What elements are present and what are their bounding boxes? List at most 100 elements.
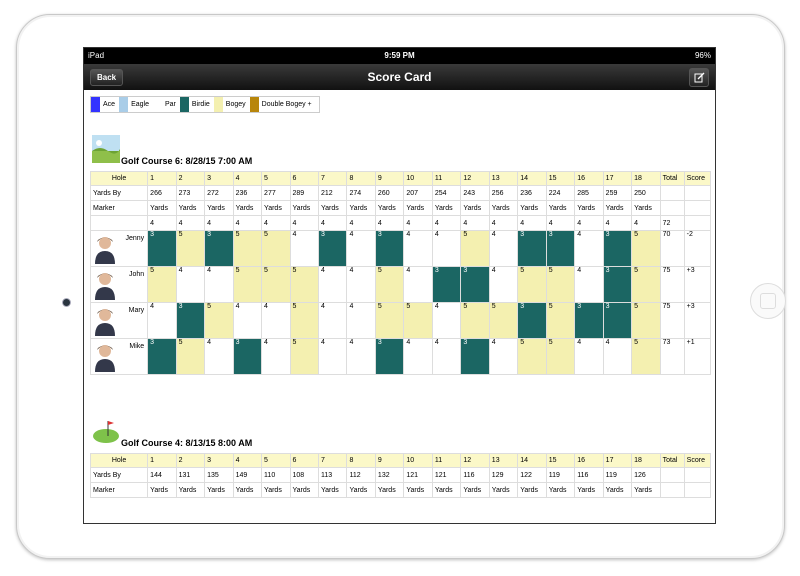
header-row: Hole 1 2 3 4 5 6 7 8 9 10 11 12 13 14 15 16 17 18 Total Scor…	[89, 171, 712, 186]
yardage-value: 266	[147, 185, 177, 201]
player-row[interactable]: Jenny 3 5 3 5 5 4 3 4 3 4 4 5 4 3 3 4 3 5 70 -2	[89, 230, 712, 267]
column-header: 3	[204, 453, 234, 468]
yards-unit-label: Yards	[403, 200, 433, 216]
column-header: 9	[374, 453, 405, 468]
yards-unit-label: Yards	[517, 200, 547, 216]
par-value: 4	[517, 215, 547, 231]
column-header: 1	[147, 453, 177, 468]
empty-cell	[659, 467, 685, 483]
hole-score: 5	[289, 266, 319, 303]
hole-score: 3	[147, 338, 177, 375]
yardage-value: 272	[204, 185, 234, 201]
yards-unit-label: Yards	[545, 482, 576, 498]
yardage-value: 126	[631, 467, 661, 483]
hole-score: 5	[175, 230, 206, 267]
column-header: 6	[289, 171, 319, 186]
hole-score: 4	[574, 266, 604, 303]
yardage-value: 260	[374, 185, 405, 201]
par-value: 4	[147, 215, 177, 231]
yards-unit-label: Yards	[374, 482, 405, 498]
hole-score: 5	[374, 302, 405, 339]
player-row[interactable]: John 5 4 4 5 5 5 4 4 5 4 3 3 4 5 5 4 3 5 75 +3	[89, 266, 712, 303]
yards-unit-label: Yards	[602, 482, 633, 498]
hole-score: 5	[631, 266, 661, 303]
column-header: 5	[261, 453, 291, 468]
hole-score: 4	[602, 338, 633, 375]
hole-score: 5	[517, 338, 547, 375]
column-header: 6	[289, 453, 319, 468]
hole-score: 3	[517, 230, 547, 267]
yards-unit-label: Yards	[204, 200, 234, 216]
scorecard-table: Hole 1 2 3 4 5 6 7 8 9 10 11 12 13 14 15 16 17 18 Total Scor…	[89, 453, 712, 498]
yardage-value: 116	[574, 467, 604, 483]
empty-cell	[683, 185, 712, 201]
par-value: 4	[317, 215, 348, 231]
player-row[interactable]: Mary 4 3 5 4 4 5 4 4 5 5 4 5 5 3 5 3 3 5 75 +3	[89, 302, 712, 339]
yardage-value: 119	[602, 467, 633, 483]
par-value: 4	[175, 215, 206, 231]
player-row[interactable]: Mike 3 5 4 3 4 5 4 4 3 4 4 3 4 5 5 4 4 5 73 +1	[89, 338, 712, 375]
header-row: Hole 1 2 3 4 5 6 7 8 9 10 11 12 13 14 15 16 17 18 Total Scor…	[89, 453, 712, 468]
carrier-label: iPad	[88, 51, 105, 60]
hole-score: 4	[403, 266, 433, 303]
yardage-value: 113	[317, 467, 348, 483]
legend-label: Ace	[103, 101, 116, 108]
legend-swatch	[119, 97, 129, 112]
column-header: Total	[659, 171, 685, 186]
par-value: 4	[602, 215, 633, 231]
yardage-value: 256	[488, 185, 519, 201]
hole-score: 4	[403, 230, 433, 267]
hole-score: 3	[317, 230, 348, 267]
yardage-value: 121	[431, 467, 462, 483]
hole-score: 4	[431, 302, 462, 339]
yardage-value: 250	[631, 185, 661, 201]
column-header: 10	[403, 453, 433, 468]
column-header: 11	[431, 171, 462, 186]
status-bar: iPad 9:59 PM 96%	[84, 48, 715, 64]
hole-score: 4	[346, 230, 376, 267]
hole-score: 4	[204, 338, 234, 375]
edit-button[interactable]	[689, 68, 709, 87]
par-value: 4	[488, 215, 519, 231]
column-header: 4	[232, 453, 263, 468]
legend-label: Birdie	[191, 101, 210, 108]
player-cell: Jenny	[89, 230, 149, 267]
par-value: 4	[261, 215, 291, 231]
column-header: 9	[374, 171, 405, 186]
empty-cell	[683, 482, 712, 498]
column-header: 8	[346, 171, 376, 186]
hole-score: 4	[346, 302, 376, 339]
par-value: 4	[232, 215, 263, 231]
yards-unit-label: Yards	[261, 200, 291, 216]
marker-label: Marker	[89, 200, 149, 216]
yardage-value: 135	[204, 467, 234, 483]
empty-cell	[683, 200, 712, 216]
yards-unit-label: Yards	[175, 200, 206, 216]
player-cell: Mike	[89, 338, 149, 375]
avatar	[95, 273, 115, 300]
total-value: 73	[659, 338, 685, 375]
hole-score: 5	[232, 266, 263, 303]
par-value: 4	[374, 215, 405, 231]
empty-cell	[659, 185, 685, 201]
yardage-value: 277	[261, 185, 291, 201]
yards-unit-label: Yards	[574, 482, 604, 498]
back-button[interactable]: Back	[90, 69, 124, 86]
home-button[interactable]	[750, 283, 786, 319]
yardage-value: 236	[517, 185, 547, 201]
hole-score: 4	[403, 338, 433, 375]
hole-score: 4	[175, 266, 206, 303]
course-thumbnail-icon	[92, 135, 120, 163]
column-header: Score	[683, 171, 712, 186]
column-header: 16	[574, 453, 604, 468]
column-header: 14	[517, 453, 547, 468]
yardage-value: 116	[460, 467, 490, 483]
yardage-value: 289	[289, 185, 319, 201]
player-name: Mike	[129, 343, 145, 350]
player-name: Mary	[128, 307, 145, 314]
column-header: 14	[517, 171, 547, 186]
hole-score: 4	[346, 338, 376, 375]
yardage-value: 119	[545, 467, 576, 483]
column-header: 18	[631, 171, 661, 186]
hole-score: 3	[602, 266, 633, 303]
